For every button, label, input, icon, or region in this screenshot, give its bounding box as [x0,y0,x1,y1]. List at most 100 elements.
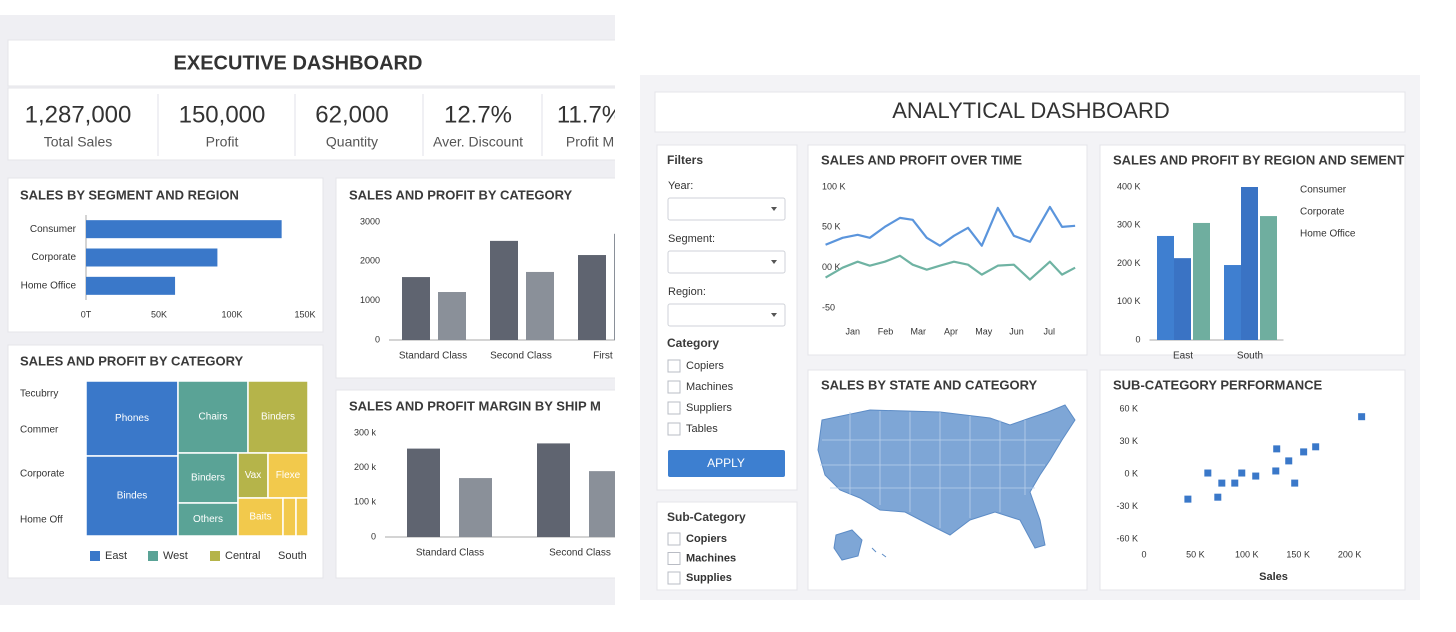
x-tick-label: May [975,326,993,336]
point [1238,469,1246,477]
row-label: Corporate [20,469,65,480]
checkbox-label: Machines [686,381,734,393]
y-tick-label: 0 K [1124,468,1138,478]
y-tick-label: 300 K [1117,220,1141,230]
chart-card [807,144,1088,356]
bar [459,478,492,537]
dropdown [667,197,786,221]
header-card [654,91,1406,133]
checkbox-label: Tables [686,423,718,435]
x-tick-label: 200 K [1338,549,1362,559]
legend-swatch [90,551,100,561]
bar [1241,187,1258,340]
treemap-label: Bindes [117,491,148,502]
checkbox [667,422,681,436]
y-tick-label: 200 k [354,462,377,472]
point [1312,443,1320,451]
map-land [817,404,1076,549]
header-card [7,39,615,87]
checkbox [667,401,681,415]
x-tick-label: 100 K [1235,549,1259,559]
dropdown [667,303,786,327]
kpi-label: Profit [206,134,239,150]
dropdown-caret [771,260,777,264]
state-borders [820,411,1060,528]
bar [86,220,282,239]
y-tick-label: 200 K [1117,258,1141,268]
x-axis-label: Sales [1259,571,1288,583]
checkbox [667,380,681,394]
checkbox [667,571,681,585]
y-tick-label: 00 K [822,262,841,272]
y-tick-label: -50 [822,302,835,312]
line [825,205,1076,247]
y-tick-label: -30 K [1116,501,1138,511]
filter-title: Sub-Category [667,510,746,524]
treemap-cell [85,380,179,457]
x-tick-label: Feb [878,326,894,336]
chart-title: SALES AND PROFIT MARGIN BY SHIP M [349,398,601,413]
kpi-value: 12.7% [444,101,512,128]
x-tick-label: 150 K [1286,549,1310,559]
treemap-cell [177,380,249,454]
x-tick-label: 0T [81,309,92,319]
executive-dashboard: EXECUTIVE DASHBOARD 1,287,000 Total Sales… [7,39,625,579]
apply-button[interactable] [668,450,785,477]
us-map [817,404,1076,561]
dashboard-title: EXECUTIVE DASHBOARD [174,52,423,74]
y-tick-label: 3000 [360,216,380,226]
bar [402,277,430,340]
filter-title: Category [667,336,719,350]
x-tick-label: Jul [1043,326,1055,336]
checkbox [667,359,681,373]
y-tick-label: Corporate [32,252,77,263]
checkbox-label: Copiers [686,360,724,372]
kpi-card [7,87,615,161]
chart-title: SALES BY SEGMENT AND REGION [20,187,239,202]
legend-label: Central [225,550,260,562]
x-tick-label: Standard Class [416,548,484,559]
treemap-label: Others [193,514,223,525]
filter-label: Segment: [668,233,715,245]
x-tick-label: First Cl [593,351,625,362]
bar [1174,258,1191,340]
kpi-label: Total Sales [44,134,112,150]
treemap-cell [85,455,179,537]
dashboard-title: ANALYTICAL DASHBOARD [892,98,1170,123]
kpi-label: Aver. Discount [433,134,523,150]
kpi-value: 1,287,000 [25,101,132,128]
treemap-cell [267,452,309,499]
treemap-cell [295,497,309,537]
point [1291,479,1299,487]
y-tick-label: 50 K [822,222,841,232]
treemap-label: Chairs [199,412,228,423]
y-tick-label: 0 [375,334,380,344]
x-tick-label: Second Class [549,548,611,559]
filter-label: Region: [668,286,706,298]
map-alaska-hawaii [833,529,887,561]
dropdown-caret [771,313,777,317]
point [1252,472,1260,480]
bar [86,276,176,295]
legend-label: South [278,550,307,562]
y-tick-label: 30 K [1119,436,1138,446]
y-tick-label: 100 K [822,181,846,191]
dropdown-caret [771,207,777,211]
x-tick-label: Apr [944,326,958,336]
bar [614,233,615,340]
checkbox [667,552,681,565]
chart-title: SALES AND PROFIT BY CATEGORY [20,353,244,368]
x-tick-label: 100K [221,309,242,319]
bar [490,240,518,340]
bar [1193,222,1210,340]
y-tick-label: 300 k [354,427,377,437]
treemap-label: Flexe [276,470,301,481]
x-tick-label: 150K [294,309,315,319]
point [1358,413,1366,421]
kpi-label: Profit M [566,134,614,150]
x-tick-label: 50K [151,309,167,319]
y-tick-label: 0 [371,531,376,541]
chart-title: SALES AND PROFIT OVER TIME [821,152,1022,167]
bar [589,471,615,537]
treemap-cell [282,497,297,537]
